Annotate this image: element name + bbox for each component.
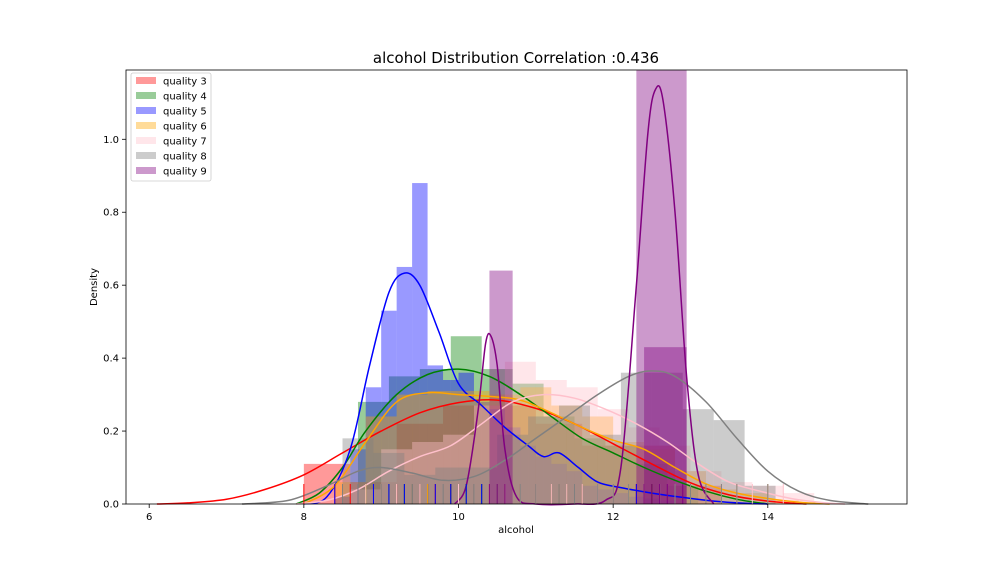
quality-5-bar-14 xyxy=(551,463,567,504)
quality-5-bar-7 xyxy=(443,380,459,504)
quality-8-bar-5 xyxy=(497,434,529,504)
y-tick-label-4: 0.8 xyxy=(103,208,119,219)
quality-8-bar-9 xyxy=(620,372,652,504)
quality-5-kde-line xyxy=(303,272,768,505)
quality-8-bar-12 xyxy=(713,420,745,504)
rug-layer xyxy=(303,484,784,504)
quality-5-bar-18 xyxy=(613,493,629,504)
chart-title: alcohol Distribution Correlation :0.436 xyxy=(373,49,659,67)
quality-5-bar-12 xyxy=(520,445,536,504)
quality-4-bar-4 xyxy=(481,369,513,504)
quality-4-legend-swatch xyxy=(136,92,156,99)
quality-5-bar-16 xyxy=(582,485,598,504)
x-axis-label: alcohol xyxy=(498,525,534,536)
x-axis: 6 8 10 12 14 xyxy=(146,504,774,523)
quality-5-bar-5 xyxy=(412,183,428,504)
quality-9-histogram xyxy=(489,70,687,504)
quality-3-legend-swatch xyxy=(136,77,156,84)
quality-9-legend-label: quality 9 xyxy=(163,167,207,178)
quality-5-bar-11 xyxy=(504,427,521,504)
quality-7-legend-label: quality 7 xyxy=(163,137,207,148)
y-axis: 0.0 0.2 0.4 0.6 0.8 1.0 xyxy=(103,135,126,511)
quality-7-bar-14 xyxy=(783,493,815,504)
quality-4-kde-line xyxy=(295,368,768,505)
y-tick-label-1: 0.2 xyxy=(103,427,119,438)
quality-3-legend-label: quality 3 xyxy=(163,77,207,88)
x-tick-label-4: 14 xyxy=(761,512,774,523)
quality-5-bar-6 xyxy=(427,365,444,504)
legend-box xyxy=(130,72,212,182)
quality-5-bar-4 xyxy=(396,266,413,504)
quality-6-legend-label: quality 6 xyxy=(163,122,207,133)
quality-4-legend-label: quality 4 xyxy=(163,92,207,103)
quality-7-bar-6 xyxy=(535,380,567,504)
y-tick-label-5: 1.0 xyxy=(103,135,119,146)
quality-8-legend-swatch xyxy=(136,152,156,159)
quality-6-legend-swatch xyxy=(136,122,156,129)
quality-4-bar-7 xyxy=(574,438,606,504)
y-axis-label: Density xyxy=(89,268,100,306)
quality-4-bar-2 xyxy=(419,369,451,504)
quality-6-kde-line xyxy=(303,391,830,505)
kde-layer xyxy=(156,85,869,506)
quality-4-bar-8 xyxy=(605,445,637,504)
plot-area xyxy=(125,69,908,506)
quality-5-bar-1 xyxy=(350,449,366,504)
quality-9-kde-line xyxy=(453,85,715,506)
quality-5-legend-swatch xyxy=(136,107,156,114)
quality-7-legend-swatch xyxy=(136,137,156,144)
quality-8-kde-line xyxy=(241,370,869,505)
x-tick-label-1: 8 xyxy=(301,512,307,523)
y-tick-label-2: 0.4 xyxy=(103,354,119,365)
quality-9-bar-0 xyxy=(489,270,513,504)
y-tick-label-0: 0.0 xyxy=(103,500,119,511)
quality-5-bar-17 xyxy=(597,489,614,504)
plot-frame xyxy=(125,69,908,505)
legend: quality 3 quality 4 quality 5 quality 6 qual… xyxy=(130,72,212,182)
quality-5-bar-8 xyxy=(458,372,474,504)
quality-7-kde-line xyxy=(296,393,846,505)
quality-5-bar-3 xyxy=(381,310,397,504)
quality-9-legend-swatch xyxy=(136,167,156,174)
quality-5-legend-label: quality 5 xyxy=(163,107,207,118)
quality-5-bar-10 xyxy=(489,409,505,504)
quality-8-bar-6 xyxy=(528,416,560,504)
quality-8-bar-10 xyxy=(651,372,683,504)
quality-9-bar-1 xyxy=(636,70,687,504)
quality-3-kde-line xyxy=(156,399,807,505)
x-tick-label-2: 10 xyxy=(452,512,465,523)
x-tick-label-3: 12 xyxy=(607,512,620,523)
quality-9-rug xyxy=(488,484,684,504)
y-tick-label-3: 0.6 xyxy=(103,281,119,292)
quality-8-legend-label: quality 8 xyxy=(163,152,207,163)
quality-5-bar-13 xyxy=(535,456,552,504)
quality-3-bar-6 xyxy=(582,445,629,504)
x-tick-label-0: 6 xyxy=(146,512,152,523)
